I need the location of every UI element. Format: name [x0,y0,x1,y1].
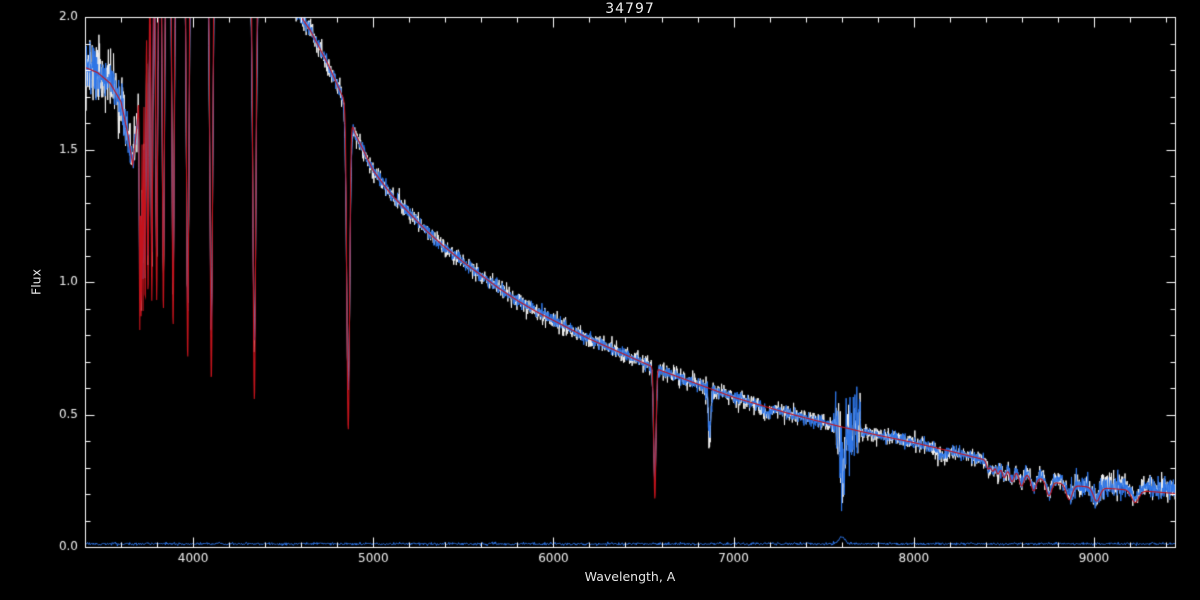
y-axis-label: Flux [28,269,44,295]
x-axis-label: Wavelength, A [584,569,676,584]
plot-title: 34797 [605,1,655,17]
